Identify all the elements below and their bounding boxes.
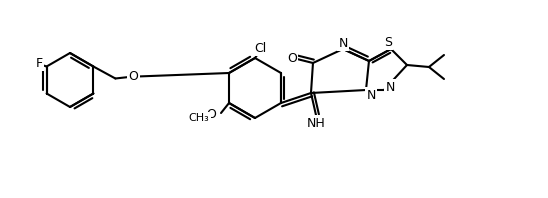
Text: Cl: Cl bbox=[254, 42, 266, 54]
Text: CH₃: CH₃ bbox=[189, 113, 209, 123]
Text: O: O bbox=[287, 51, 297, 65]
Text: O: O bbox=[128, 70, 138, 83]
Text: O: O bbox=[206, 108, 216, 121]
Text: N: N bbox=[366, 89, 376, 102]
Text: N: N bbox=[385, 81, 395, 93]
Text: NH: NH bbox=[306, 116, 326, 129]
Text: S: S bbox=[384, 35, 392, 49]
Text: F: F bbox=[36, 57, 43, 70]
Text: N: N bbox=[338, 36, 347, 50]
